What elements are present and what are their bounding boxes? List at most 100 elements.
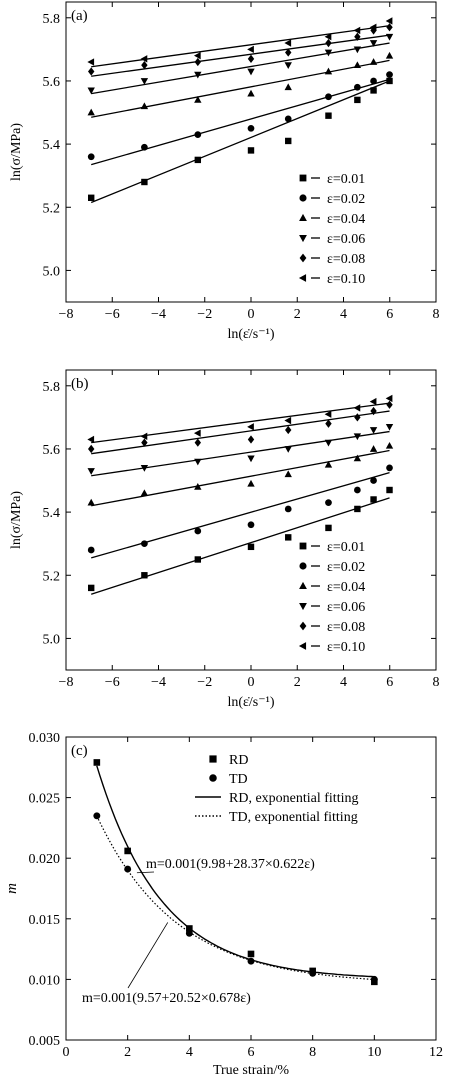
series-ε=0.01: ε=0.01 bbox=[88, 486, 393, 595]
y-tick-label: 5.0 bbox=[43, 632, 61, 647]
data-point bbox=[324, 67, 333, 75]
series-ε=0.02: ε=0.02 bbox=[87, 464, 393, 575]
x-tick-label: −2 bbox=[197, 675, 212, 690]
data-point bbox=[247, 89, 255, 97]
data-point bbox=[141, 540, 148, 548]
data-point bbox=[87, 468, 95, 475]
data-point bbox=[285, 48, 292, 57]
y-tick-label: 5.4 bbox=[43, 506, 61, 521]
legend-marker bbox=[299, 581, 307, 590]
fit-line bbox=[90, 80, 390, 204]
y-axis-label: ln(σ/MPa) bbox=[9, 491, 24, 549]
data-point bbox=[354, 486, 361, 494]
x-tick-label: 4 bbox=[186, 1045, 193, 1060]
data-point bbox=[284, 505, 292, 513]
legend-marker bbox=[298, 274, 307, 282]
data-point bbox=[369, 58, 378, 65]
data-point bbox=[247, 455, 255, 463]
data-point bbox=[88, 194, 95, 201]
data-point bbox=[370, 87, 377, 94]
data-point bbox=[369, 427, 378, 434]
data-point bbox=[369, 23, 377, 31]
data-point bbox=[194, 438, 202, 447]
data-point-td bbox=[309, 969, 317, 977]
panel-label: (c) bbox=[71, 743, 88, 759]
data-point bbox=[140, 432, 148, 440]
fit-line bbox=[91, 402, 390, 444]
fit-line bbox=[91, 78, 390, 166]
x-tick-label: −6 bbox=[105, 675, 120, 690]
y-tick-label: 5.6 bbox=[43, 443, 61, 458]
legend-label: ε=0.08 bbox=[327, 252, 365, 267]
data-point bbox=[141, 60, 148, 70]
x-tick-label: 8 bbox=[433, 307, 440, 322]
legend-label: ε=0.04 bbox=[327, 212, 365, 227]
data-point bbox=[88, 67, 95, 76]
legend-marker bbox=[209, 774, 217, 782]
data-point bbox=[353, 61, 362, 69]
data-point bbox=[194, 57, 202, 67]
data-point bbox=[87, 108, 95, 116]
legend-label: ε=0.04 bbox=[327, 580, 365, 595]
data-point bbox=[325, 524, 332, 532]
fit-line bbox=[91, 472, 390, 559]
legend-marker bbox=[299, 253, 307, 263]
y-tick-label: 5.4 bbox=[43, 138, 61, 153]
data-point bbox=[194, 458, 202, 466]
x-tick-label: 0 bbox=[63, 1045, 70, 1060]
data-point bbox=[194, 483, 202, 490]
data-point bbox=[353, 26, 361, 35]
data-point bbox=[284, 62, 292, 69]
data-point bbox=[141, 572, 148, 579]
y-axis-label: ln(σ/MPa) bbox=[9, 123, 24, 181]
series-ε=0.08: ε=0.08 bbox=[88, 400, 393, 635]
x-tick-label: 6 bbox=[386, 675, 393, 690]
legend-label: ε=0.10 bbox=[327, 272, 365, 287]
legend-marker bbox=[299, 194, 307, 202]
legend-label: ε=0.06 bbox=[327, 232, 365, 247]
chart-panel-a: −8 −6 −4 −2 0 2 4 6 8 5.0 5.2 5.4 5.6 5.8 (a) ln(ε̇/s⁻¹… bbox=[9, 1, 440, 342]
data-point bbox=[141, 143, 148, 151]
x-tick-label: 6 bbox=[248, 1045, 255, 1060]
legend-label: TD, exponential fitting bbox=[229, 810, 358, 825]
data-point bbox=[324, 410, 332, 418]
data-point bbox=[247, 423, 254, 431]
fit-line bbox=[91, 25, 390, 68]
data-point bbox=[284, 470, 292, 478]
y-tick-label: 5.0 bbox=[43, 264, 61, 279]
data-point bbox=[324, 49, 333, 57]
data-point bbox=[369, 397, 377, 406]
series-ε=0.01: ε=0.01 bbox=[88, 77, 393, 204]
legend-label: ε=0.01 bbox=[327, 540, 365, 555]
x-tick-label: 6 bbox=[386, 307, 393, 322]
x-tick-label: 2 bbox=[124, 1045, 131, 1060]
fit-line bbox=[91, 497, 390, 595]
legend-label: RD, exponential fitting bbox=[229, 791, 358, 806]
panel-label: (a) bbox=[71, 8, 88, 24]
data-point bbox=[369, 445, 378, 452]
y-tick-label: 5.6 bbox=[43, 75, 61, 90]
data-point bbox=[354, 413, 361, 422]
data-point bbox=[325, 112, 332, 119]
data-point bbox=[247, 124, 255, 132]
x-tick-label: 4 bbox=[340, 675, 347, 690]
x-tick-label: 0 bbox=[248, 675, 255, 690]
data-point bbox=[386, 486, 393, 494]
data-point bbox=[325, 419, 332, 428]
fit-line bbox=[91, 34, 390, 77]
data-point bbox=[284, 446, 292, 453]
y-axis-label: m bbox=[4, 883, 20, 894]
series-ε=0.08: ε=0.08 bbox=[88, 23, 393, 267]
series-ε=0.06: ε=0.06 bbox=[87, 33, 394, 247]
data-point bbox=[325, 93, 332, 101]
data-point bbox=[325, 499, 332, 506]
legend-marker bbox=[299, 174, 307, 182]
data-point bbox=[354, 96, 361, 104]
data-point bbox=[88, 584, 95, 592]
x-axis-label: True strain/% bbox=[213, 1063, 289, 1078]
data-point bbox=[386, 464, 393, 472]
data-point bbox=[140, 489, 149, 497]
series-ε=0.04: ε=0.04 bbox=[87, 441, 394, 595]
x-tick-label: −8 bbox=[59, 307, 74, 322]
